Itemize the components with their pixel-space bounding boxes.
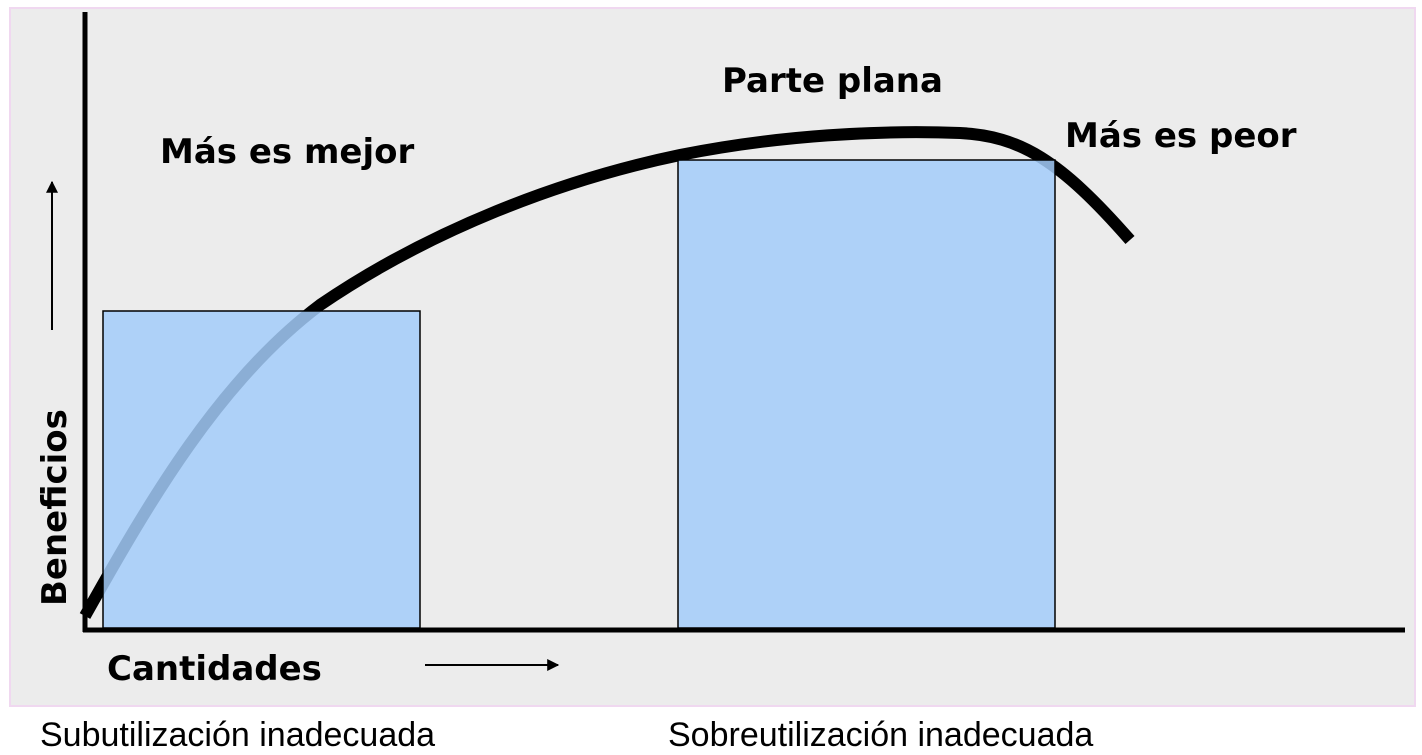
caption: Subutilización inadecuada — [40, 716, 435, 754]
region-label: Más es peor — [1065, 116, 1297, 156]
region-label: Más es mejor — [160, 132, 414, 172]
box-over — [677, 159, 1056, 629]
x-axis-label: Cantidades — [107, 649, 322, 689]
caption: Sobreutilización inadecuada — [668, 716, 1093, 754]
box-under — [102, 310, 421, 629]
region-label: Parte plana — [722, 61, 943, 101]
y-axis-label: Beneficios — [35, 409, 75, 606]
